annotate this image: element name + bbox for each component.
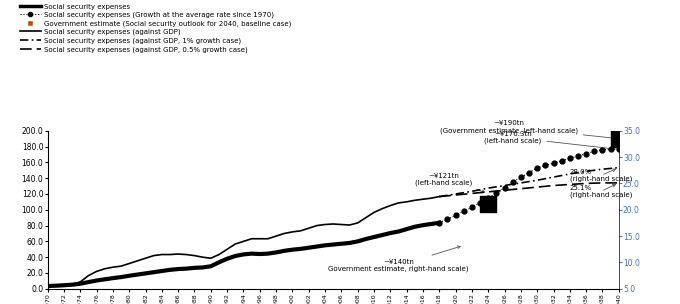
Text: ~¥190tn
(Government estimate, left-hand scale): ~¥190tn (Government estimate, left-hand … (439, 120, 615, 139)
Text: ~¥121tn
(left-hand scale): ~¥121tn (left-hand scale) (415, 173, 485, 192)
Text: 28.0%
(right-hand scale): 28.0% (right-hand scale) (570, 169, 632, 182)
Text: 25.1%
(right-hand scale): 25.1% (right-hand scale) (570, 185, 632, 198)
Point (613, 136, 624, 141)
Text: ~¥140tn
Government estimate, right-hand scale): ~¥140tn Government estimate, right-hand … (328, 246, 469, 272)
Point (483, 202, 494, 207)
Text: ~¥176.3tn
(left-hand scale): ~¥176.3tn (left-hand scale) (484, 131, 615, 150)
Legend: Social security expenses, Social security expenses (Growth at the average rate s: Social security expenses, Social securit… (17, 1, 294, 55)
